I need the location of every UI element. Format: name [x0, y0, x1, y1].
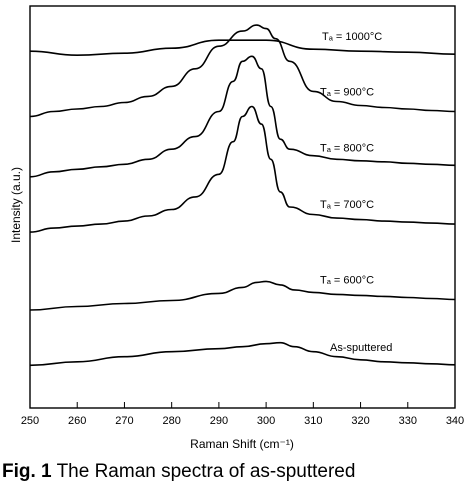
spectra-curves: [29, 24, 456, 367]
x-axis-label: Raman Shift (cm⁻¹): [190, 437, 294, 451]
x-tick-label-8: 330: [399, 415, 417, 427]
x-tick-label-2: 270: [115, 415, 133, 427]
figure-number: Fig. 1: [2, 461, 52, 482]
x-tick-label-0: 250: [21, 415, 39, 427]
x-tick-label-1: 260: [68, 415, 86, 427]
spectrum-line-3: [29, 105, 456, 233]
spectrum-line-5: [29, 341, 456, 367]
series-label-2: Tₐ = 800°C: [320, 142, 374, 154]
spectrum-line-0: [29, 39, 456, 56]
x-tick-label-4: 290: [210, 415, 228, 427]
plot-border: [29, 5, 456, 409]
series-label-1: Tₐ = 900°C: [320, 87, 374, 99]
x-axis-ticks: 250 260 270 280 290 300 310 320 330 340: [21, 402, 464, 427]
x-tick-label-3: 280: [162, 415, 180, 427]
x-tick-label-6: 310: [304, 415, 322, 427]
series-label-4: Tₐ = 600°C: [320, 274, 374, 286]
spectrum-line-1: [29, 24, 456, 118]
series-label-5: As-sputtered: [330, 342, 392, 354]
series-label-3: Tₐ = 700°C: [320, 199, 374, 211]
series-labels: Tₐ = 1000°C Tₐ = 900°C Tₐ = 800°C Tₐ = 700°…: [320, 31, 392, 354]
spectrum-line-4: [29, 280, 456, 311]
x-tick-label-7: 320: [351, 415, 369, 427]
x-tick-label-5: 300: [257, 415, 275, 427]
series-label-0: Tₐ = 1000°C: [322, 31, 382, 43]
figure-caption: Fig. 1 The Raman spectra of as-sputtered: [2, 460, 472, 484]
figure-caption-text: The Raman spectra of as-sputtered: [56, 461, 356, 482]
x-tick-label-9: 340: [446, 415, 464, 427]
y-axis-label: Intensity (a.u.): [9, 167, 23, 243]
spectrum-line-2: [29, 55, 456, 178]
plot-frame: [29, 5, 456, 409]
